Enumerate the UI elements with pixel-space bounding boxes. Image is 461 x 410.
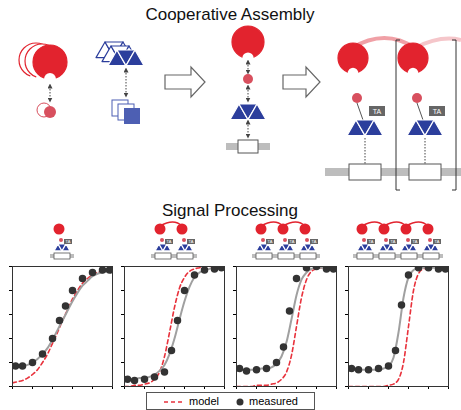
svg-text:TA: TA (435, 239, 440, 244)
svg-text:TA: TA (312, 239, 317, 244)
svg-text:TA: TA (413, 239, 418, 244)
svg-text:TA: TA (369, 239, 374, 244)
svg-text:TA: TA (189, 239, 194, 244)
svg-text:TA: TA (268, 239, 273, 244)
svg-text:TA: TA (373, 108, 382, 115)
svg-text:TA: TA (167, 239, 172, 244)
svg-text:TA: TA (391, 239, 396, 244)
html-text:model: model (189, 394, 219, 407)
html-text:measured: measured (249, 394, 298, 407)
svg-text:TA: TA (290, 239, 295, 244)
svg-text:Signal Processing: Signal Processing (162, 201, 298, 220)
svg-text:Cooperative Assembly: Cooperative Assembly (145, 5, 315, 24)
svg-text:TA: TA (433, 108, 442, 115)
svg-text:TA: TA (66, 239, 71, 244)
